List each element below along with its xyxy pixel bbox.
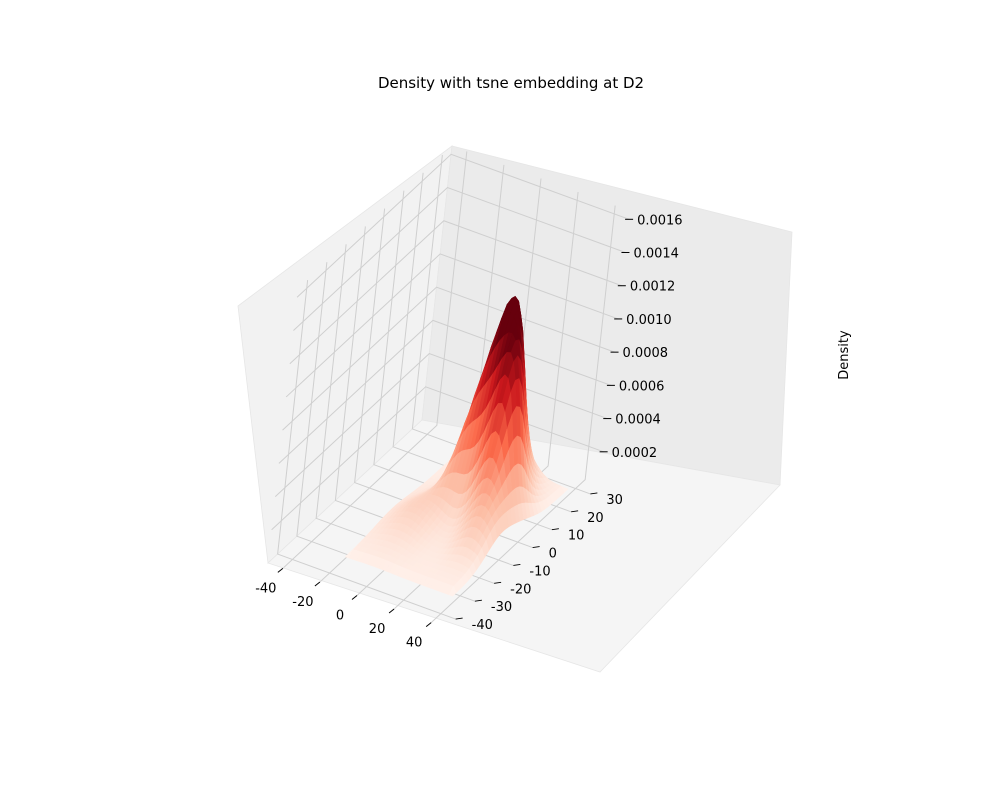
y-tick-label: -20 (510, 582, 531, 597)
floor-pane (267, 419, 781, 673)
x-tick-label: -40 (255, 581, 276, 596)
z-grid-line (293, 186, 626, 331)
z-grid-line (271, 386, 604, 531)
x-tick-label: 40 (406, 636, 423, 651)
z-axis-label: Density (837, 330, 852, 380)
x-tick-label: 0 (336, 609, 344, 624)
y-tick-mark (590, 492, 598, 495)
z-tick-label: 0.0012 (630, 280, 676, 295)
y-tick-label: 0 (549, 547, 557, 562)
x-tick-mark (351, 595, 358, 600)
z-tick-label: 0.0008 (623, 346, 669, 361)
y-tick-mark (494, 581, 502, 584)
x-tick-label: 20 (369, 622, 386, 637)
y-tick-mark (532, 546, 540, 549)
y-tick-mark (513, 563, 521, 566)
chart-title: Density with tsne embedding at D2 (378, 74, 644, 92)
y-tick-mark (474, 599, 482, 602)
z-tick-label: 0.0014 (633, 247, 679, 262)
x-tick-mark (388, 608, 395, 614)
surface-cell (448, 585, 457, 597)
y-tick-mark (571, 510, 579, 513)
y-tick-label: 20 (587, 511, 604, 526)
z-grid-line (282, 286, 615, 431)
y-tick-mark (551, 528, 559, 531)
x-tick-label: -20 (292, 595, 313, 610)
z-tick-label: 0.0010 (626, 313, 672, 328)
x-grid-line (430, 205, 616, 623)
y-tick-label: 10 (568, 529, 585, 544)
z-grid-line (278, 319, 612, 464)
z-grid-line (274, 353, 608, 497)
z-tick-label: 0.0016 (637, 213, 683, 228)
z-tick-label: 0.0006 (619, 379, 665, 394)
x-tick-mark (277, 568, 284, 573)
y-tick-mark (455, 617, 463, 620)
y-tick-label: -10 (529, 564, 550, 579)
x-grid-line (282, 151, 468, 569)
density-surface (344, 295, 569, 597)
z-tick-label: 0.0002 (612, 446, 658, 461)
y-tick-label: 30 (606, 493, 623, 508)
y-tick-label: -40 (472, 618, 493, 633)
z-grid-line (289, 220, 622, 365)
z-grid-line (296, 153, 630, 298)
x-tick-mark (425, 622, 432, 627)
y-tick-label: -30 (491, 600, 512, 615)
axes: -40-2002040-40-30-20-1001020300.00020.00… (255, 213, 682, 650)
z-grid-line (285, 253, 619, 398)
x-tick-mark (314, 581, 321, 587)
y-grid-line (277, 280, 456, 620)
z-tick-label: 0.0004 (615, 413, 661, 428)
